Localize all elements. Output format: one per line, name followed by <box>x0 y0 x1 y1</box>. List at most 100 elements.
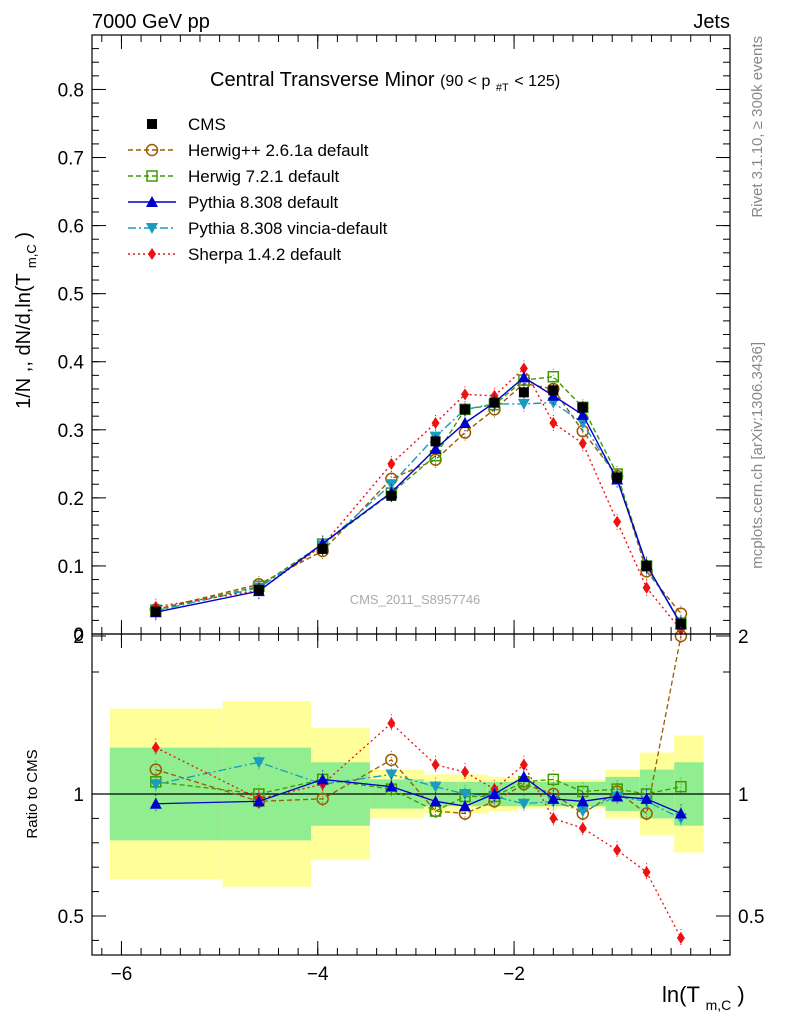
ratio-tick-label: 0.5 <box>58 907 84 928</box>
data-point-cms <box>430 436 441 447</box>
ratio-point-pythia <box>547 792 560 804</box>
data-point-cms <box>675 618 686 629</box>
legend-label-herwig7: Herwig 7.2.1 default <box>188 167 339 186</box>
data-point-sherpa <box>642 581 651 594</box>
ratio-point-vincia <box>385 769 398 781</box>
legend-marker-herwig7 <box>146 170 158 182</box>
y-tick-label: 0.3 <box>58 421 84 442</box>
y-tick-label: 0.2 <box>58 489 84 510</box>
ratio-point-sherpa <box>387 717 396 730</box>
x-tick-label: −4 <box>307 964 329 985</box>
legend-label-sherpa: Sherpa 1.4.2 default <box>188 245 341 264</box>
data-point-vincia <box>517 398 530 410</box>
plot-title-cut: (90 < p <box>440 73 490 90</box>
data-point-pythia <box>458 416 471 428</box>
x-axis-label: ln(T m,C ) <box>662 982 745 1015</box>
data-point-sherpa <box>519 362 528 375</box>
main-series-layer <box>149 360 688 638</box>
ratio-point-pythia <box>385 780 398 792</box>
ratio-point-pythia <box>517 770 530 782</box>
ratio-point-pythia <box>640 792 653 804</box>
y-tick-label: 0.1 <box>58 557 84 578</box>
series-line-herwig7 <box>155 375 682 624</box>
x-axis-label-sub: m,C <box>706 997 732 1013</box>
data-point-sherpa <box>387 457 396 470</box>
data-point-herwig7 <box>547 370 560 383</box>
data-point-pythia <box>429 442 442 454</box>
legend-marker-pythia <box>146 196 158 207</box>
ratio-point-sherpa <box>613 844 622 857</box>
ratio-point-vincia <box>252 757 265 769</box>
ratio-point-pythia <box>611 790 624 802</box>
x-tick-label: −6 <box>111 964 133 985</box>
ratio-point-pythia <box>429 795 442 807</box>
ratio-point-pythia <box>576 795 589 807</box>
data-point-cms <box>386 490 397 501</box>
ratio-point-vincia <box>429 781 442 793</box>
data-point-cms <box>548 385 559 396</box>
y-tick-label: 0.7 <box>58 149 84 170</box>
ratio-point-pythia <box>488 788 501 799</box>
ratio-point-pythia <box>252 795 265 807</box>
x-tick-label: −2 <box>503 964 525 985</box>
data-point-cms <box>489 397 500 408</box>
ratio-point-sherpa <box>519 758 528 771</box>
data-point-sherpa <box>578 437 587 450</box>
x-axis-label-main: ln(T <box>662 982 700 1007</box>
watermark: CMS_2011_S8957746 <box>350 592 481 607</box>
data-point-sherpa <box>613 515 622 528</box>
mcplots-label: mcplots.cern.ch [arXiv:1306.3436] <box>749 342 766 569</box>
ratio-point-sherpa <box>578 822 587 835</box>
ratio-point-herwig7 <box>547 773 560 786</box>
ratio-point-vincia <box>149 779 162 791</box>
plot-title-cut-sub: #T <box>496 82 509 94</box>
series-line-herwig_pp <box>155 382 682 615</box>
data-point-cms <box>641 560 652 571</box>
legend-marker-cms <box>147 119 157 129</box>
ratio-series-layer <box>149 627 688 947</box>
ratio-tick-label-right: 0.5 <box>738 907 764 928</box>
data-point-cms <box>150 606 161 617</box>
legend-marker-herwig_pp <box>145 143 159 157</box>
ratio-point-herwig_pp <box>674 629 688 643</box>
plot-title-main: Central Transverse Minor <box>210 69 435 91</box>
data-point-sherpa <box>460 388 469 401</box>
ratio-point-vincia <box>576 806 589 818</box>
legend-label-vincia: Pythia 8.308 vincia-default <box>188 219 388 238</box>
y-tick-label: 0.8 <box>58 80 84 101</box>
data-point-pythia <box>576 408 589 420</box>
data-point-sherpa <box>549 416 558 429</box>
ratio-point-herwig_pp <box>385 753 398 767</box>
ratio-band-layer <box>92 701 730 887</box>
data-point-cms <box>612 472 623 483</box>
header-beam-label: 7000 GeV pp <box>92 11 210 33</box>
ratio-point-vincia <box>458 789 471 800</box>
legend-marker-vincia <box>146 223 158 234</box>
header-process-label: Jets <box>693 11 730 33</box>
ratio-point-herwig_pp <box>316 792 329 806</box>
y-tick-label: 0.6 <box>58 217 84 238</box>
y-tick-label: 0.4 <box>58 353 85 374</box>
ratio-tick-label: 1 <box>73 785 84 806</box>
legend-label-cms: CMS <box>188 115 226 134</box>
y-axis-label: 1/N ,, dN/d,ln(T m,C ) <box>13 232 41 409</box>
ratio-point-vincia <box>517 798 530 810</box>
ratio-tick-label-right: 2 <box>738 627 749 648</box>
rivet-label: Rivet 3.1.10, ≥ 300k events <box>749 36 766 218</box>
data-point-cms <box>518 387 529 398</box>
data-point-cms <box>253 584 264 595</box>
data-point-herwig_pp <box>458 426 472 439</box>
x-axis-label-end: ) <box>737 982 744 1007</box>
ratio-point-sherpa <box>549 812 558 825</box>
ratio-point-pythia <box>149 797 162 809</box>
plot-title: Central Transverse Minor (90 < p #T < 12… <box>210 69 560 96</box>
data-point-cms <box>317 543 328 554</box>
y-tick-label: 0.5 <box>58 285 84 306</box>
legend-label-pythia: Pythia 8.308 default <box>188 193 339 212</box>
data-point-sherpa <box>431 416 440 429</box>
data-point-cms <box>459 404 470 415</box>
y-tick-label: 0 <box>73 625 84 646</box>
ratio-axis-label: Ratio to CMS <box>24 749 41 838</box>
series-line-pythia <box>155 376 682 625</box>
